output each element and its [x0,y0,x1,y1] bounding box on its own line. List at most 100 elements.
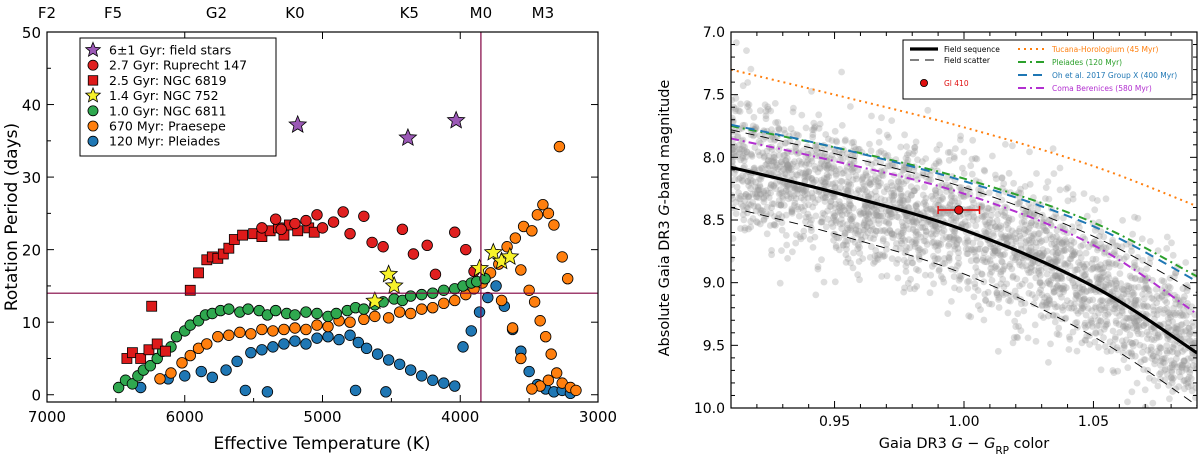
field-star-point [868,203,875,211]
field-star-point [1113,309,1120,317]
field-star-point [873,211,881,219]
field-star-point [883,229,891,237]
field-star-point [731,114,736,122]
field-star-point [776,279,784,287]
field-star-point [1138,235,1146,243]
field-star-point [833,234,841,242]
field-star-point [747,185,755,193]
field-star-point [867,208,875,216]
data-point [154,373,166,385]
field-star-point [843,210,851,218]
field-star-point [862,210,869,218]
x-tick-label: 7000 [28,408,66,426]
field-star-point [1079,241,1087,249]
field-star-point [739,121,747,129]
field-star-point [1002,141,1009,148]
field-star-point [941,209,948,217]
field-star-point [1171,341,1178,348]
field-star-point [908,238,916,246]
field-star-point [1136,276,1144,284]
field-star-point [870,226,877,233]
field-star-point [911,187,919,195]
data-point [179,370,191,382]
field-star-point [748,153,756,160]
field-star-point [825,173,832,181]
field-star-point [829,223,837,231]
field-star-point [1056,223,1064,231]
field-star-point [848,166,856,174]
field-star-point [1059,223,1067,230]
data-point [479,272,491,285]
field-star-point [859,175,867,182]
field-star-point [787,164,794,172]
field-star-point [825,135,832,143]
field-star-point [798,111,806,119]
field-star-point [899,166,907,174]
field-star-point [778,213,786,221]
field-star-point [1129,230,1136,238]
field-star-point [1059,306,1067,314]
field-star-point [1054,257,1062,264]
field-star-point [999,251,1007,259]
field-star-point [1058,275,1066,283]
field-star-point [771,163,779,171]
field-star-point [1138,276,1146,283]
field-star-point [822,223,830,231]
data-point [300,306,312,318]
field-star-point [872,176,880,184]
field-star-point [1130,284,1138,292]
field-star-point [841,229,849,237]
field-star-point [736,195,744,203]
field-star-point [849,213,857,221]
field-star-point [1052,272,1060,279]
field-star-point [1125,282,1133,290]
field-star-point [899,229,907,237]
field-star-point [1020,218,1028,225]
field-star-point [1164,290,1171,298]
field-star-point [986,257,994,264]
field-star-point [785,165,793,173]
field-star-point [1173,322,1181,330]
field-star-point [913,218,920,226]
field-star-point [888,192,896,200]
field-star-point [749,177,756,185]
field-star-point [1076,289,1084,297]
field-star-point [1106,338,1114,346]
field-star-point [849,236,856,243]
field-star-point [1006,262,1013,270]
field-star-point [791,199,799,207]
field-star-point [879,253,887,260]
legend-marker [87,75,99,86]
field-star-point [1141,386,1149,394]
field-star-point [1168,361,1176,368]
field-star-point [1165,309,1172,316]
field-star-point [963,234,971,242]
field-star-point [930,252,937,260]
field-star-point [1153,353,1161,361]
data-point [261,386,274,398]
field-star-point [887,210,895,218]
data-point [126,378,139,390]
field-star-point [1106,298,1114,305]
field-star-point [1091,312,1099,320]
data-point [534,315,546,327]
field-star-point [836,201,844,209]
field-star-point [1018,254,1026,262]
field-star-point [1062,314,1070,322]
field-star-point [867,227,874,234]
field-star-point [749,190,756,198]
field-star-point [1037,286,1044,293]
field-star-point [984,221,991,229]
field-star-point [937,273,945,280]
field-star-point [1158,411,1165,418]
field-star-point [997,225,1005,232]
field-star-point [1037,266,1045,274]
field-star-point [760,198,768,206]
field-star-point [777,186,784,194]
field-star-point [1154,382,1162,390]
field-star-point [1051,318,1059,326]
field-star-point [1163,342,1171,349]
field-star-point [741,224,749,232]
field-star-point [840,202,848,210]
field-star-point [945,242,952,250]
